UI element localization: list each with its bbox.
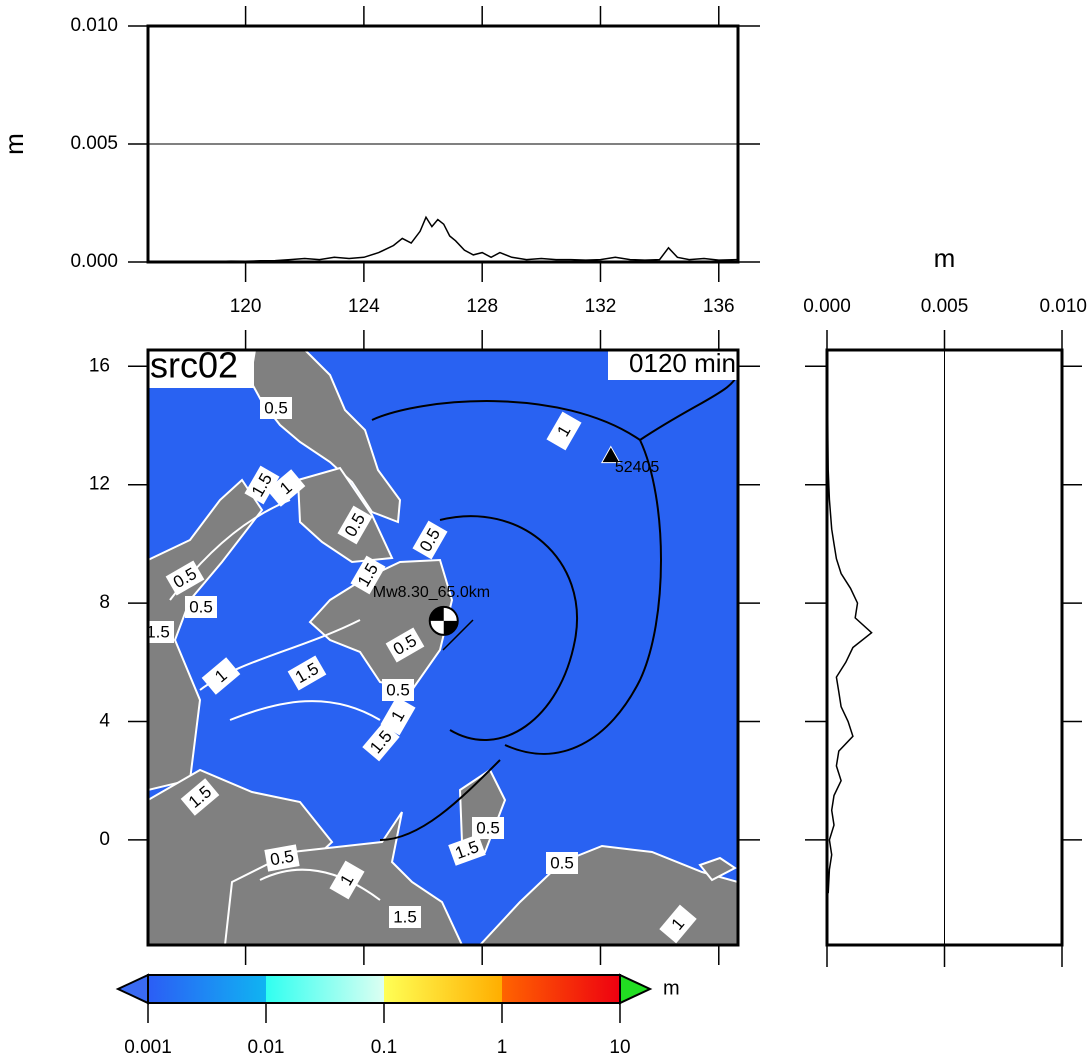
y-tick-label: 12	[89, 474, 110, 495]
epicenter-label: Mw8.30_65.0km	[373, 584, 490, 601]
station-label: 52405	[615, 459, 660, 476]
contour-label: 0.5	[382, 679, 414, 701]
contour-label-box	[659, 904, 697, 944]
contour-label-box	[448, 834, 486, 866]
x-tick-label: 0.000	[803, 296, 851, 317]
profile-line	[826, 386, 873, 894]
contour	[169, 499, 381, 901]
contour-label-box	[412, 520, 448, 560]
contour-label-box	[264, 844, 300, 872]
contour-label: 1	[546, 411, 582, 451]
contour-label: 1	[201, 657, 241, 695]
colorbar-label: 0.01	[248, 1037, 285, 1058]
profile-line	[180, 215, 737, 263]
contour-label-box	[287, 655, 327, 691]
x-tick-label: 0.010	[1039, 296, 1087, 317]
contour-label: 0.5	[546, 852, 578, 874]
x-tick-label: 120	[230, 296, 262, 317]
contour-label-text: 0.5	[550, 853, 574, 872]
contour-label: 0.5	[264, 844, 300, 872]
land-mass	[308, 558, 454, 692]
colorbar-over	[619, 973, 653, 1005]
y-axis-label: m	[0, 133, 29, 155]
colorbar-label: 1	[497, 1037, 508, 1058]
contour-label-box	[266, 469, 306, 507]
contour-label-box	[362, 722, 400, 762]
y-tick-label: 0.000	[70, 251, 118, 272]
epicenter-quadrant	[429, 606, 458, 635]
contour	[371, 400, 662, 755]
colorbar-unit: m	[663, 977, 680, 999]
y-tick-label: 8	[99, 592, 110, 613]
x-tick-label: 132	[585, 296, 617, 317]
contour-label-box	[472, 817, 504, 839]
contour	[379, 759, 501, 841]
contour-label: 1.5	[389, 906, 421, 928]
map-frame	[146, 348, 740, 947]
colorbar-label: 0.1	[371, 1037, 397, 1058]
contour-label: 1	[659, 904, 697, 944]
y-tick-label: 0.005	[70, 133, 118, 154]
contour-label-box	[260, 397, 292, 419]
contour-label: 0.5	[260, 397, 292, 419]
contour-label-box	[201, 657, 241, 695]
colorbar-under	[115, 973, 149, 1005]
contour-label-box	[185, 596, 217, 618]
land-mass	[698, 856, 737, 882]
colorbar-segment	[384, 975, 502, 1003]
contour-label-box	[546, 852, 578, 874]
contour-label: 1	[266, 469, 306, 507]
subtitle-box	[608, 350, 738, 380]
contour-label-box	[385, 627, 425, 663]
epicenter-line	[442, 619, 474, 651]
x-tick-label: 124	[348, 296, 380, 317]
contour-label-text: 0.5	[386, 680, 410, 699]
contour-label-box	[180, 778, 220, 816]
y-tick-label: 16	[89, 355, 110, 376]
contour-label: 1	[329, 860, 365, 900]
colorbar-segment	[148, 975, 266, 1003]
contour-label-box	[329, 860, 365, 900]
y-tick-label: 4	[99, 711, 110, 732]
colorbar-label: 10	[609, 1037, 630, 1058]
contour-label: 0.5	[472, 817, 504, 839]
contour-label-box	[546, 411, 582, 451]
contour	[439, 515, 578, 741]
contour-label-box	[244, 465, 280, 505]
y-tick-label: 0.010	[70, 15, 118, 36]
station	[600, 445, 621, 464]
title-box	[148, 350, 254, 388]
x-tick-label: 136	[703, 296, 735, 317]
contour-label-box	[380, 696, 416, 736]
colorbar-segment	[502, 975, 620, 1003]
x-tick-label: 0.005	[921, 296, 969, 317]
contour-label-text: 1.5	[146, 622, 170, 641]
x-axis-label: m	[934, 243, 956, 273]
colorbar-label: 0.001	[124, 1037, 172, 1058]
contour-label-text: 0.5	[264, 398, 288, 417]
map-subtitle: 0120 min	[629, 348, 736, 378]
contour-label-text: 0.5	[476, 818, 500, 837]
plot-frame	[825, 348, 1064, 947]
contour-label: 1.5	[142, 621, 174, 643]
plot-frame	[146, 24, 740, 264]
contour-label-box	[337, 505, 373, 545]
contour-label-box	[382, 679, 414, 701]
contour-label-text: 0.5	[189, 597, 213, 616]
contour-label-box	[389, 906, 421, 928]
contour-label: 1	[380, 696, 416, 736]
y-tick-label: 0	[99, 829, 110, 850]
contour-label-text: 1.5	[393, 907, 417, 926]
contour-label: 0.5	[185, 596, 217, 618]
contour-label-text: 0.5	[269, 847, 296, 870]
x-tick-label: 128	[466, 296, 498, 317]
colorbar-segment	[266, 975, 384, 1003]
map-area	[148, 350, 738, 945]
contour-label-box	[165, 560, 205, 596]
contour-label-box	[142, 621, 174, 643]
contour-label-box	[350, 555, 386, 595]
